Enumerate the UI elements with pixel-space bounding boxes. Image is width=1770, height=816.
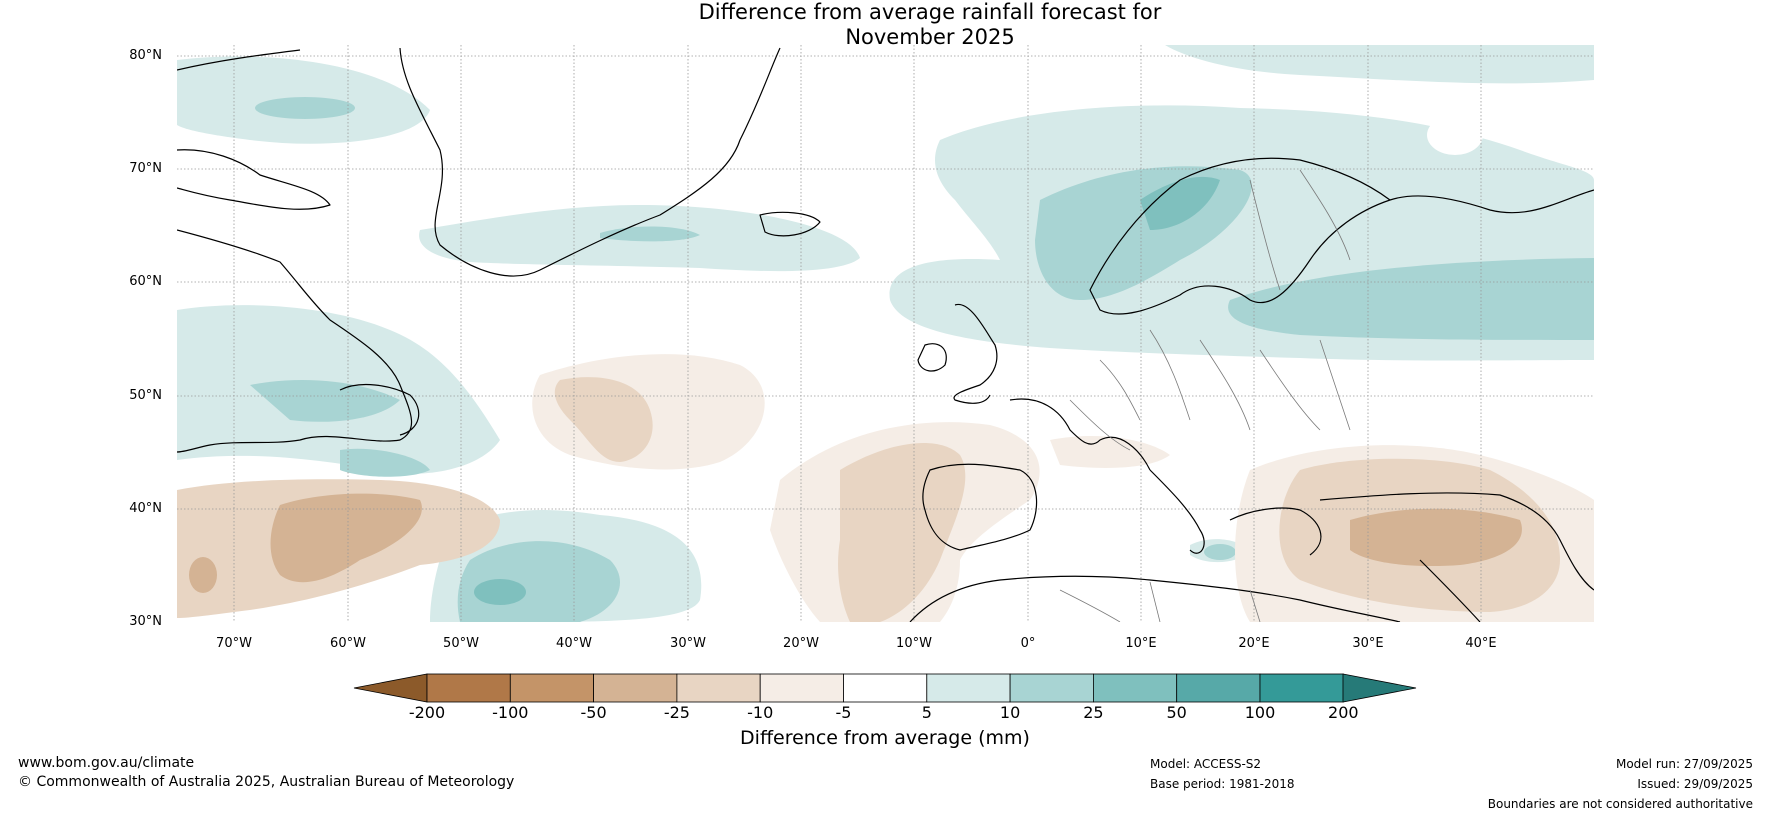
wet-core-east-mediterranean	[1204, 544, 1236, 560]
colorbar-title: Difference from average (mm)	[740, 727, 1030, 749]
colorbar-tick-11: 200	[1328, 703, 1359, 722]
coastline-britain	[953, 303, 998, 404]
lat-label-70n: 70°N	[129, 161, 162, 176]
coastline-scandinavia	[1089, 157, 1391, 315]
colorbar-tick-3: -25	[663, 703, 690, 722]
colorbar-tick-1: -100	[492, 703, 529, 722]
colorbar-bin-4	[759, 673, 844, 703]
dry-core-mid-atlantic	[554, 377, 653, 462]
dry-area-mediterranean	[1050, 435, 1170, 468]
lon-label-0: 0°	[1020, 636, 1036, 651]
colorbar-tick-2: -50	[580, 703, 607, 722]
coastline-north-africa	[909, 575, 1401, 622]
coastline-turkey	[1319, 492, 1594, 591]
lon-label-10e: 10°E	[1125, 636, 1157, 651]
lon-label-40e: 40°E	[1465, 636, 1497, 651]
borders-central-europe	[1069, 329, 1351, 451]
footer-base-period: Base period: 1981-2018	[1150, 777, 1295, 791]
footer-disclaimer: Boundaries are not considered authoritat…	[1487, 797, 1753, 811]
wet-core-labrador	[250, 380, 400, 422]
coastline-france	[1009, 398, 1151, 471]
colorbar-bin-0	[426, 673, 511, 703]
lon-label-10w: 10°W	[896, 636, 932, 651]
wet-core-iceland	[600, 226, 700, 242]
dry-gap-barents	[1427, 115, 1483, 155]
colorbar-tick-9: 50	[1166, 703, 1187, 722]
chart-title: Difference from average rainfall forecas…	[570, 0, 1290, 50]
lon-label-30e: 30°E	[1352, 636, 1384, 651]
lat-label-30n: 30°N	[129, 614, 162, 629]
coastline-ellesmere	[177, 49, 301, 71]
footer-model: Model: ACCESS-S2	[1150, 757, 1262, 771]
borders-nordic	[1249, 169, 1351, 291]
colorbar-bin-6	[926, 673, 1011, 703]
footer-issued: Issued: 29/09/2025	[1637, 777, 1753, 791]
coastline-greenland	[399, 47, 781, 277]
dry-peak-turkey	[1350, 508, 1522, 567]
colorbar-bin-5	[843, 673, 928, 703]
title-line-1: Difference from average rainfall forecas…	[698, 0, 1162, 24]
lon-label-50w: 50°W	[443, 636, 479, 651]
wet-peak-azores-south	[474, 579, 526, 605]
footer-copyright: © Commonwealth of Australia 2025, Austra…	[18, 774, 515, 790]
wet-core-newfoundland	[340, 448, 430, 477]
coastline-kola	[1389, 189, 1594, 214]
dry-core-iberia-west	[838, 443, 966, 622]
wet-area-svalbard	[1165, 45, 1594, 84]
wet-core-russia	[1228, 258, 1594, 340]
colorbar-tick-6: 5	[921, 703, 932, 722]
lon-label-20e: 20°E	[1238, 636, 1270, 651]
colorbar-bin-1	[509, 673, 594, 703]
wet-core-baffin	[255, 97, 355, 119]
colorbar-bin-9	[1176, 673, 1261, 703]
colorbar-tick-8: 25	[1083, 703, 1104, 722]
footer-model-run: Model run: 27/09/2025	[1615, 757, 1753, 771]
dry-core-bermuda	[189, 557, 217, 593]
coastline-italy	[1149, 469, 1205, 554]
lat-label-80n: 80°N	[129, 48, 162, 63]
lon-label-60w: 60°W	[330, 636, 366, 651]
borders-north-africa	[1059, 581, 1261, 622]
colorbar-bin-7	[1009, 673, 1094, 703]
dry-core-subtropical-west	[270, 493, 422, 583]
colorbar-bins	[426, 673, 1344, 703]
colorbar-above-max	[1342, 673, 1417, 703]
lon-label-20w: 20°W	[783, 636, 819, 651]
lon-label-40w: 40°W	[556, 636, 592, 651]
coastline-labrador	[177, 229, 413, 453]
colorbar-bin-8	[1093, 673, 1178, 703]
lon-label-30w: 30°W	[670, 636, 706, 651]
colorbar-tick-10: 100	[1244, 703, 1276, 722]
colorbar-bin-2	[593, 673, 678, 703]
coastlines	[177, 47, 1594, 622]
coastline-ireland	[917, 343, 947, 372]
coastline-levant	[1419, 559, 1481, 622]
coastline-newfoundland	[339, 384, 420, 436]
colorbar-tick-4: -10	[747, 703, 774, 722]
colorbar-below-min	[353, 673, 428, 703]
lat-label-60n: 60°N	[129, 274, 162, 289]
coastline-greece	[1229, 507, 1322, 556]
graticule	[177, 45, 1594, 622]
colorbar-bin-3	[676, 673, 761, 703]
lon-label-70w: 70°W	[216, 636, 252, 651]
colorbar-bin-10	[1259, 673, 1344, 703]
coastline-iceland	[759, 211, 821, 237]
colorbar	[353, 673, 1417, 703]
coastline-baffin-island	[177, 149, 331, 210]
rainfall-anomaly-shading	[177, 45, 1594, 622]
lat-label-40n: 40°N	[129, 501, 162, 516]
colorbar-tick-7: 10	[999, 703, 1021, 722]
wet-peak-norway	[1140, 176, 1220, 230]
lat-label-50n: 50°N	[129, 388, 162, 403]
coastline-iberia	[922, 463, 1038, 551]
country-borders	[1059, 169, 1351, 622]
footer-website: www.bom.gov.au/climate	[18, 755, 195, 771]
colorbar-tick-0: -200	[408, 703, 446, 722]
colorbar-tick-5: -5	[835, 703, 852, 722]
